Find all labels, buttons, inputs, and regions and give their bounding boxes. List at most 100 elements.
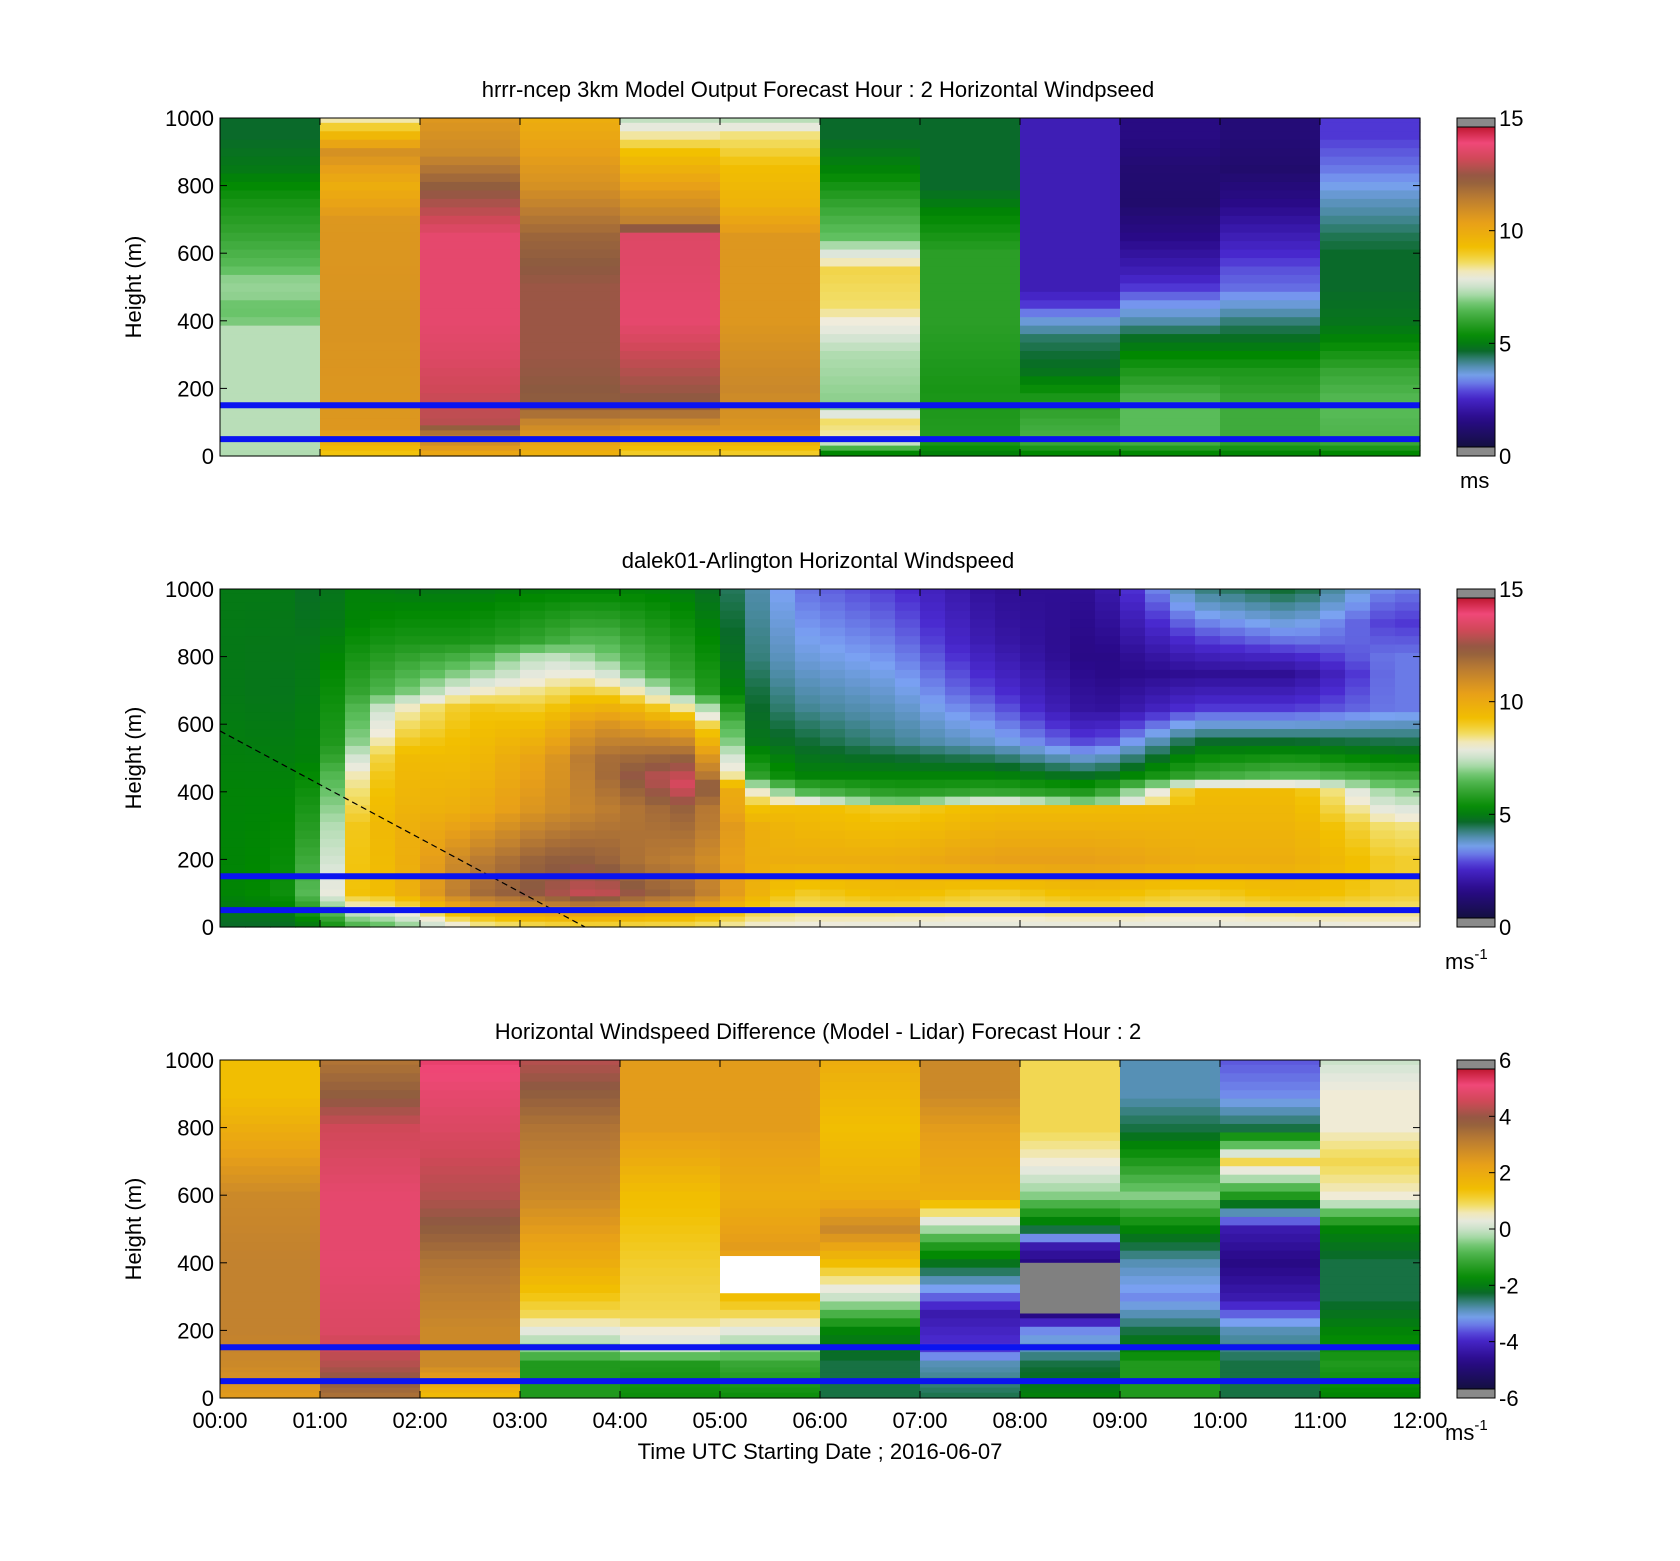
heatmap-cell bbox=[1170, 895, 1196, 902]
heatmap-cell bbox=[720, 1089, 821, 1099]
colorbar-top-extension bbox=[1456, 1059, 1496, 1070]
heatmap-cell bbox=[720, 439, 821, 446]
heatmap-cell bbox=[1320, 122, 1421, 132]
heatmap-cell bbox=[420, 610, 446, 620]
heatmap-cell bbox=[895, 627, 921, 637]
heatmap-cell bbox=[220, 147, 321, 157]
heatmap-cell bbox=[420, 1233, 521, 1243]
heatmap-cell bbox=[470, 762, 496, 772]
heatmap-cell bbox=[920, 130, 1021, 140]
heatmap-cell bbox=[320, 1275, 421, 1285]
heatmap-cell bbox=[820, 1334, 921, 1344]
heatmap-cell bbox=[420, 1317, 521, 1327]
heatmap-cell bbox=[820, 796, 846, 806]
heatmap-cell bbox=[420, 895, 446, 902]
heatmap-cell bbox=[870, 677, 896, 687]
heatmap-cell bbox=[395, 855, 421, 865]
heatmap-cell bbox=[820, 1366, 921, 1373]
heatmap-cell bbox=[645, 838, 671, 848]
heatmap-cell bbox=[1170, 821, 1196, 831]
heatmap-cell bbox=[870, 863, 896, 873]
heatmap-cell bbox=[1120, 1334, 1221, 1344]
heatmap-cell bbox=[745, 694, 771, 704]
heatmap-cell bbox=[1320, 686, 1346, 696]
heatmap-cell bbox=[970, 589, 996, 594]
heatmap-cell bbox=[995, 910, 1021, 917]
heatmap-cell bbox=[495, 863, 521, 873]
heatmap-cell bbox=[420, 1064, 521, 1074]
heatmap-cell bbox=[895, 728, 921, 738]
heatmap-cell bbox=[895, 660, 921, 670]
heatmap-cell bbox=[270, 736, 296, 746]
heatmap-cell bbox=[470, 728, 496, 738]
heatmap-cell bbox=[220, 796, 246, 806]
heatmap-cell bbox=[920, 450, 1021, 457]
heatmap-cell bbox=[520, 916, 546, 922]
heatmap-cell bbox=[1220, 880, 1246, 890]
heatmap-cell bbox=[1395, 770, 1421, 780]
heatmap-cell bbox=[245, 677, 271, 687]
heatmap-cell bbox=[420, 888, 446, 897]
heatmap-cell bbox=[795, 652, 821, 662]
heatmap-cell bbox=[1020, 274, 1121, 284]
heatmap-cell bbox=[720, 812, 746, 822]
heatmap-cell bbox=[1020, 1351, 1121, 1361]
panel-model: hrrr-ncep 3km Model Output Forecast Hour… bbox=[121, 77, 1523, 493]
heatmap-cell bbox=[720, 669, 746, 679]
heatmap-cell bbox=[1020, 719, 1046, 730]
heatmap-cell bbox=[270, 601, 296, 611]
heatmap-cell bbox=[1170, 829, 1196, 839]
heatmap-cell bbox=[220, 274, 321, 284]
heatmap-cell bbox=[370, 910, 396, 917]
heatmap-cell bbox=[920, 257, 1021, 267]
heatmap-cell bbox=[1395, 669, 1421, 679]
heatmap-cell bbox=[620, 122, 721, 132]
heatmap-cell bbox=[570, 652, 596, 662]
heatmap-cell bbox=[1120, 627, 1146, 637]
heatmap-cell bbox=[420, 1283, 521, 1293]
heatmap-cell bbox=[1045, 821, 1071, 831]
heatmap-cell bbox=[820, 812, 846, 822]
heatmap-cell bbox=[1120, 895, 1146, 902]
heatmap-cell bbox=[295, 812, 321, 822]
heatmap-cell bbox=[1395, 627, 1421, 637]
heatmap-cell bbox=[1220, 282, 1321, 292]
heatmap-cell bbox=[1020, 652, 1046, 662]
heatmap-cell bbox=[670, 846, 696, 856]
heatmap-cell bbox=[1220, 838, 1246, 848]
heatmap-cell bbox=[395, 921, 421, 928]
heatmap-cell bbox=[1120, 198, 1221, 208]
x-tick-label: 01:00 bbox=[292, 1408, 347, 1433]
heatmap-cell bbox=[420, 1359, 521, 1368]
heatmap-cell bbox=[845, 652, 871, 662]
heatmap-cell bbox=[345, 846, 371, 856]
heatmap-cell bbox=[420, 240, 521, 250]
heatmap-cell bbox=[1020, 215, 1121, 225]
heatmap-cell bbox=[720, 796, 746, 806]
heatmap-cell bbox=[720, 325, 821, 335]
panel-difference-missing bbox=[720, 1256, 1120, 1314]
heatmap-cell bbox=[420, 1199, 521, 1209]
heatmap-cell bbox=[1295, 643, 1321, 653]
heatmap-cell bbox=[420, 147, 521, 157]
heatmap-cell bbox=[1295, 711, 1321, 721]
heatmap-cell bbox=[920, 589, 946, 594]
heatmap-cell bbox=[420, 1182, 521, 1192]
heatmap-cell bbox=[620, 384, 721, 394]
heatmap-cell bbox=[745, 916, 771, 922]
heatmap-cell bbox=[570, 601, 596, 611]
heatmap-cell bbox=[695, 652, 721, 662]
heatmap-cell bbox=[995, 916, 1021, 922]
heatmap-cell bbox=[545, 829, 571, 839]
heatmap-cell bbox=[620, 257, 721, 267]
heatmap-cell bbox=[1170, 686, 1196, 696]
heatmap-cell bbox=[920, 1250, 1021, 1260]
heatmap-cell bbox=[820, 593, 846, 603]
heatmap-cell bbox=[270, 900, 296, 907]
heatmap-cell bbox=[1395, 910, 1421, 917]
heatmap-cell bbox=[795, 643, 821, 653]
heatmap-cell bbox=[1220, 703, 1246, 713]
heatmap-cell bbox=[320, 325, 421, 335]
heatmap-cell bbox=[970, 635, 996, 645]
heatmap-cell bbox=[495, 711, 521, 721]
